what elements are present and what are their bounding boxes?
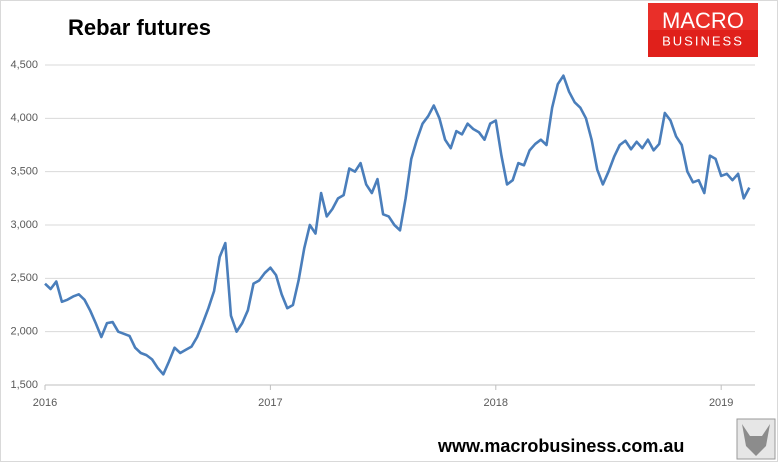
x-tick-label: 2019 — [709, 397, 733, 409]
x-tick-label: 2017 — [258, 397, 282, 409]
x-tick-label: 2018 — [484, 397, 508, 409]
series-line — [44, 74, 751, 376]
wolf-icon — [736, 418, 776, 460]
chart-title: Rebar futures — [68, 15, 211, 40]
logo-line1: MACRO — [662, 8, 744, 33]
logo-gloss — [648, 3, 758, 30]
footer-url: www.macrobusiness.com.au — [437, 436, 684, 456]
y-tick-label: 3,500 — [10, 166, 38, 178]
y-tick-label: 4,000 — [10, 112, 38, 124]
icon-wolf — [742, 424, 770, 456]
y-tick-label: 3,000 — [10, 219, 38, 231]
logo-line2: BUSINESS — [662, 33, 744, 48]
y-tick-label: 4,500 — [10, 59, 38, 71]
logo: MACRO BUSINESS — [648, 3, 758, 57]
y-tick-label: 1,500 — [10, 379, 38, 391]
y-tick-label: 2,500 — [10, 272, 38, 284]
x-tick-label: 2016 — [33, 397, 57, 409]
y-tick-label: 2,000 — [10, 326, 38, 338]
